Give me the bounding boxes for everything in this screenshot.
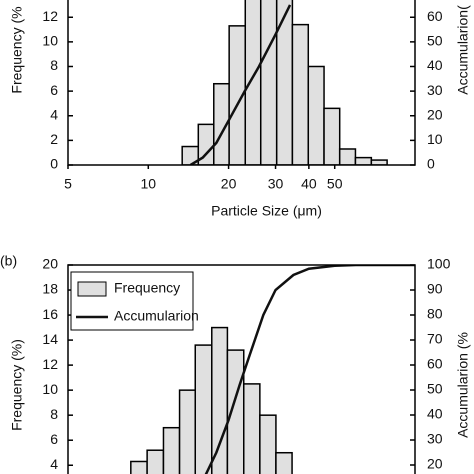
y2-tick-label: 0 bbox=[427, 156, 435, 172]
chart: 0 2 4 6 8 10 12 0 10 20 30 40 50 60 5 10 20 30 40 50 Particl… bbox=[9, 0, 471, 219]
bar bbox=[243, 383, 261, 474]
y2-tick-label: 70 bbox=[427, 331, 443, 347]
plot-frame bbox=[67, 264, 416, 474]
y2-tick-label: 60 bbox=[427, 8, 443, 24]
legend-label: Frequency bbox=[114, 280, 180, 296]
bar bbox=[178, 389, 197, 474]
y2-tick-label: 10 bbox=[427, 131, 443, 147]
bar bbox=[338, 148, 357, 165]
legend: Frequency Accumularion bbox=[70, 271, 199, 331]
bar bbox=[291, 23, 310, 165]
bar bbox=[194, 344, 213, 474]
y-tick-label: 18 bbox=[42, 281, 58, 297]
bar bbox=[162, 426, 181, 474]
bar bbox=[275, 451, 293, 474]
y-tick-label: 12 bbox=[42, 356, 58, 372]
bar bbox=[259, 414, 277, 474]
plot-area bbox=[130, 265, 415, 474]
y-tick-label: 6 bbox=[50, 82, 58, 98]
line bbox=[189, 4, 292, 165]
bar bbox=[354, 156, 373, 165]
x-tick-label: 20 bbox=[221, 176, 237, 192]
y2-tick-label: 50 bbox=[427, 33, 443, 49]
bar bbox=[259, 0, 278, 165]
x-tick-label: 40 bbox=[301, 176, 317, 192]
y-tick-label: 14 bbox=[42, 331, 58, 347]
y-tick-label: 4 bbox=[50, 106, 58, 122]
y2-axis-label: Accumularion (% bbox=[455, 332, 471, 438]
y-axis-label: Frequency (% bbox=[9, 6, 25, 93]
plot-frame bbox=[67, 0, 416, 166]
y-tick-label: 0 bbox=[50, 156, 58, 172]
legend-swatch bbox=[77, 281, 107, 297]
x-tick-label: 30 bbox=[268, 176, 284, 192]
y2-tick-label: 20 bbox=[427, 106, 443, 122]
y-tick-label: 16 bbox=[42, 306, 58, 322]
y2-tick-label: 60 bbox=[427, 356, 443, 372]
y-axis-label: Frequency (%) bbox=[9, 339, 25, 431]
y-tick-label: 6 bbox=[50, 431, 58, 447]
y2-tick-label: 30 bbox=[427, 431, 443, 447]
y2-axis-label: Accumularion( bbox=[455, 5, 471, 95]
bar bbox=[370, 159, 388, 165]
y-tick-label: 2 bbox=[50, 131, 58, 147]
bar bbox=[244, 0, 262, 165]
y-tick-label: 20 bbox=[42, 256, 58, 272]
chart: 4 6 8 10 12 14 16 18 20 20 30 40 50 60 70 80 90 100 Freque… bbox=[0, 253, 471, 474]
y2-tick-label: 40 bbox=[427, 406, 443, 422]
bar bbox=[307, 65, 325, 165]
bar bbox=[146, 449, 165, 474]
bar bbox=[211, 326, 229, 474]
x-tick-label: 5 bbox=[64, 176, 72, 192]
bar bbox=[130, 460, 148, 474]
y2-tick-label: 80 bbox=[427, 306, 443, 322]
y2-tick-label: 50 bbox=[427, 381, 443, 397]
y2-tick-label: 20 bbox=[427, 456, 443, 472]
x-tick-label: 10 bbox=[140, 176, 156, 192]
panel-label: (b) bbox=[0, 253, 17, 269]
y-tick-label: 4 bbox=[50, 456, 58, 472]
x-axis-label: Particle Size (μm) bbox=[211, 203, 322, 219]
y-tick-label: 8 bbox=[50, 406, 58, 422]
x-tick-label: 50 bbox=[327, 176, 343, 192]
y-tick-label: 8 bbox=[50, 57, 58, 73]
plot-area bbox=[181, 0, 388, 165]
y2-tick-label: 30 bbox=[427, 82, 443, 98]
y-tick-label: 10 bbox=[42, 33, 58, 49]
bar bbox=[323, 107, 341, 165]
y2-tick-label: 90 bbox=[427, 281, 443, 297]
y-tick-label: 12 bbox=[42, 8, 58, 24]
y2-tick-label: 100 bbox=[427, 256, 451, 272]
y2-tick-label: 40 bbox=[427, 57, 443, 73]
y-tick-label: 10 bbox=[42, 381, 58, 397]
legend-label: Accumularion bbox=[114, 308, 199, 324]
